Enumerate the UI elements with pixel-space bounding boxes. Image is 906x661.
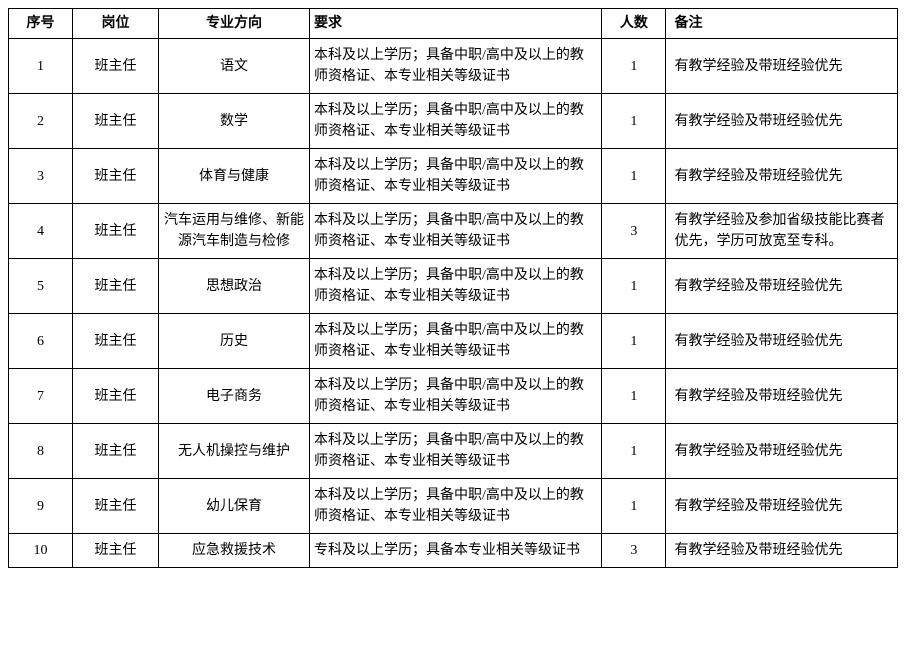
cell-requirement: 本科及以上学历；具备中职/高中及以上的教师资格证、本专业相关等级证书 [310, 314, 602, 369]
cell-requirement: 本科及以上学历；具备中职/高中及以上的教师资格证、本专业相关等级证书 [310, 479, 602, 534]
table-body: 1班主任语文本科及以上学历；具备中职/高中及以上的教师资格证、本专业相关等级证书… [9, 39, 898, 568]
cell-requirement: 本科及以上学历；具备中职/高中及以上的教师资格证、本专业相关等级证书 [310, 149, 602, 204]
cell-requirement: 专科及以上学历；具备本专业相关等级证书 [310, 534, 602, 568]
cell-major: 数学 [158, 94, 309, 149]
cell-note: 有教学经验及带班经验优先 [666, 424, 898, 479]
cell-count: 3 [602, 204, 666, 259]
cell-seq: 8 [9, 424, 73, 479]
table-row: 10班主任应急救援技术专科及以上学历；具备本专业相关等级证书3有教学经验及带班经… [9, 534, 898, 568]
cell-requirement: 本科及以上学历；具备中职/高中及以上的教师资格证、本专业相关等级证书 [310, 424, 602, 479]
cell-seq: 1 [9, 39, 73, 94]
cell-seq: 2 [9, 94, 73, 149]
cell-count: 1 [602, 94, 666, 149]
cell-note: 有教学经验及带班经验优先 [666, 259, 898, 314]
table-row: 9班主任幼儿保育本科及以上学历；具备中职/高中及以上的教师资格证、本专业相关等级… [9, 479, 898, 534]
cell-requirement: 本科及以上学历；具备中职/高中及以上的教师资格证、本专业相关等级证书 [310, 259, 602, 314]
cell-count: 1 [602, 39, 666, 94]
cell-count: 1 [602, 479, 666, 534]
table-row: 3班主任体育与健康本科及以上学历；具备中职/高中及以上的教师资格证、本专业相关等… [9, 149, 898, 204]
cell-note: 有教学经验及带班经验优先 [666, 369, 898, 424]
table-row: 6班主任历史本科及以上学历；具备中职/高中及以上的教师资格证、本专业相关等级证书… [9, 314, 898, 369]
recruitment-table: 序号岗位专业方向要求人数备注 1班主任语文本科及以上学历；具备中职/高中及以上的… [8, 8, 898, 568]
cell-seq: 6 [9, 314, 73, 369]
cell-position: 班主任 [73, 314, 159, 369]
cell-major: 汽车运用与维修、新能源汽车制造与检修 [158, 204, 309, 259]
cell-count: 1 [602, 149, 666, 204]
cell-seq: 5 [9, 259, 73, 314]
cell-seq: 10 [9, 534, 73, 568]
cell-major: 幼儿保育 [158, 479, 309, 534]
cell-requirement: 本科及以上学历；具备中职/高中及以上的教师资格证、本专业相关等级证书 [310, 204, 602, 259]
header-position: 岗位 [73, 9, 159, 39]
cell-major: 体育与健康 [158, 149, 309, 204]
cell-requirement: 本科及以上学历；具备中职/高中及以上的教师资格证、本专业相关等级证书 [310, 369, 602, 424]
cell-note: 有教学经验及带班经验优先 [666, 534, 898, 568]
cell-note: 有教学经验及带班经验优先 [666, 39, 898, 94]
cell-major: 应急救援技术 [158, 534, 309, 568]
cell-requirement: 本科及以上学历；具备中职/高中及以上的教师资格证、本专业相关等级证书 [310, 39, 602, 94]
cell-count: 1 [602, 424, 666, 479]
table-row: 5班主任思想政治本科及以上学历；具备中职/高中及以上的教师资格证、本专业相关等级… [9, 259, 898, 314]
cell-seq: 3 [9, 149, 73, 204]
cell-requirement: 本科及以上学历；具备中职/高中及以上的教师资格证、本专业相关等级证书 [310, 94, 602, 149]
cell-seq: 9 [9, 479, 73, 534]
cell-position: 班主任 [73, 424, 159, 479]
table-row: 7班主任电子商务本科及以上学历；具备中职/高中及以上的教师资格证、本专业相关等级… [9, 369, 898, 424]
header-seq: 序号 [9, 9, 73, 39]
table-row: 2班主任数学本科及以上学历；具备中职/高中及以上的教师资格证、本专业相关等级证书… [9, 94, 898, 149]
header-major: 专业方向 [158, 9, 309, 39]
cell-seq: 4 [9, 204, 73, 259]
cell-note: 有教学经验及带班经验优先 [666, 94, 898, 149]
cell-count: 3 [602, 534, 666, 568]
cell-note: 有教学经验及参加省级技能比赛者优先，学历可放宽至专科。 [666, 204, 898, 259]
cell-position: 班主任 [73, 39, 159, 94]
cell-major: 电子商务 [158, 369, 309, 424]
cell-note: 有教学经验及带班经验优先 [666, 314, 898, 369]
cell-seq: 7 [9, 369, 73, 424]
cell-major: 语文 [158, 39, 309, 94]
table-header: 序号岗位专业方向要求人数备注 [9, 9, 898, 39]
table-row: 1班主任语文本科及以上学历；具备中职/高中及以上的教师资格证、本专业相关等级证书… [9, 39, 898, 94]
cell-position: 班主任 [73, 479, 159, 534]
cell-count: 1 [602, 259, 666, 314]
cell-position: 班主任 [73, 204, 159, 259]
cell-major: 思想政治 [158, 259, 309, 314]
header-requirement: 要求 [310, 9, 602, 39]
cell-note: 有教学经验及带班经验优先 [666, 479, 898, 534]
cell-major: 无人机操控与维护 [158, 424, 309, 479]
cell-major: 历史 [158, 314, 309, 369]
cell-position: 班主任 [73, 259, 159, 314]
header-row: 序号岗位专业方向要求人数备注 [9, 9, 898, 39]
cell-count: 1 [602, 369, 666, 424]
header-note: 备注 [666, 9, 898, 39]
cell-position: 班主任 [73, 149, 159, 204]
cell-count: 1 [602, 314, 666, 369]
cell-position: 班主任 [73, 94, 159, 149]
table-row: 4班主任汽车运用与维修、新能源汽车制造与检修本科及以上学历；具备中职/高中及以上… [9, 204, 898, 259]
cell-position: 班主任 [73, 369, 159, 424]
header-count: 人数 [602, 9, 666, 39]
cell-position: 班主任 [73, 534, 159, 568]
cell-note: 有教学经验及带班经验优先 [666, 149, 898, 204]
table-row: 8班主任无人机操控与维护本科及以上学历；具备中职/高中及以上的教师资格证、本专业… [9, 424, 898, 479]
